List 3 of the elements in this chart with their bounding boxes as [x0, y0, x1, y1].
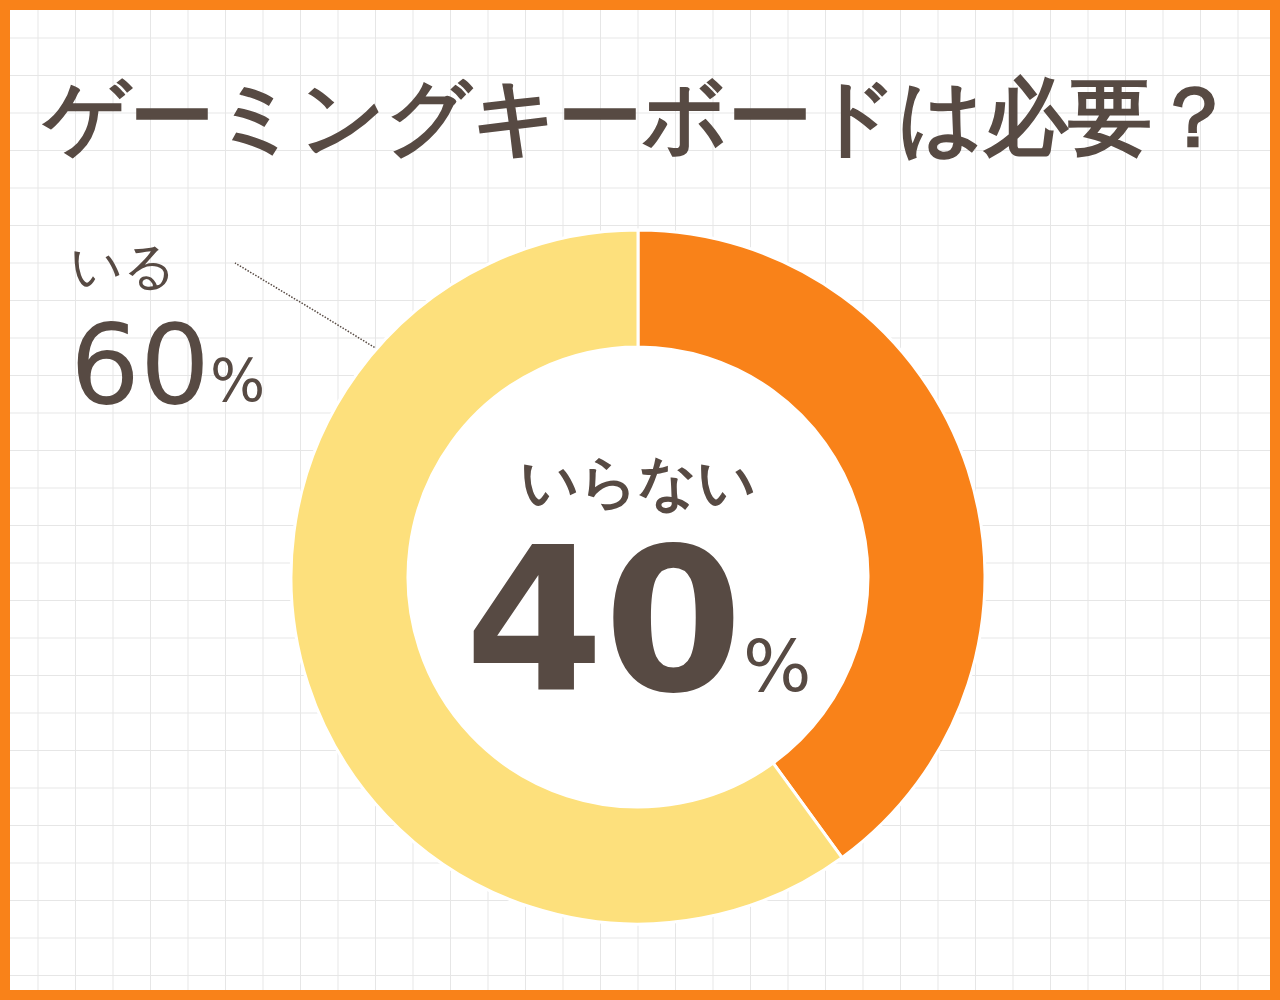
data-label: 60%: [70, 301, 266, 429]
slice-label: いる: [70, 236, 176, 296]
chart-title: ゲーミングキーボードは必要？: [41, 68, 1236, 166]
